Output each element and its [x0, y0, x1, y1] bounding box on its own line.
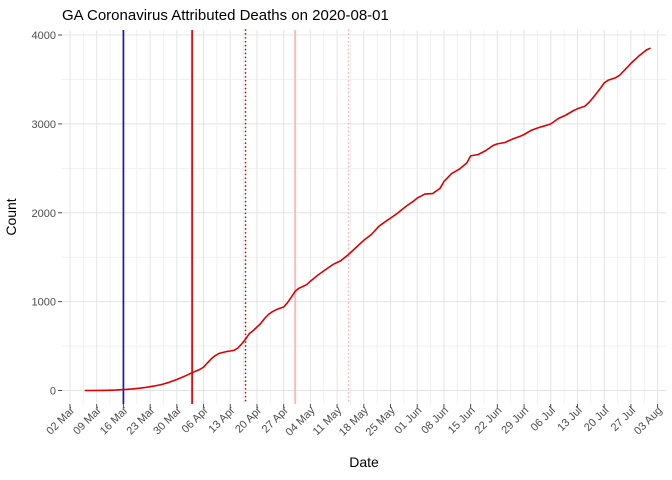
x-tick-label: 13 Jul [555, 405, 584, 434]
gridlines-major [62, 30, 666, 404]
x-tick-label: 25 May [364, 404, 398, 438]
y-tick-label: 2000 [32, 208, 56, 220]
event-vlines [122, 29, 350, 405]
y-tick-label: 4000 [32, 30, 56, 42]
x-tick-label: 09 Mar [71, 404, 104, 437]
y-tick-label: 1000 [32, 297, 56, 309]
x-tick-label: 01 Jun [392, 405, 424, 437]
x-axis-title: Date [349, 454, 379, 470]
x-tick-label: 30 Mar [151, 404, 184, 437]
chart-title: GA Coronavirus Attributed Deaths on 2020… [62, 7, 389, 24]
x-tick-label: 08 Jun [419, 405, 451, 437]
x-tick-label: 20 Jul [582, 405, 611, 434]
y-tick-label: 0 [50, 386, 56, 398]
x-tick-label: 16 Mar [98, 404, 131, 437]
x-tick-label: 29 Jun [499, 405, 531, 437]
x-tick-label: 13 Apr [206, 404, 237, 435]
x-tick-label: 02 Mar [44, 404, 77, 437]
y-axis-title: Count [3, 198, 19, 235]
x-tick-label: 06 Apr [180, 404, 211, 435]
y-axis-tick-labels: 0 1000 2000 3000 4000 [32, 30, 56, 398]
x-tick-label: 23 Mar [125, 404, 158, 437]
axis-tick-marks [58, 34, 659, 408]
x-tick-label: 15 Jun [446, 405, 478, 437]
x-tick-label: 22 Jun [473, 405, 505, 437]
y-tick-label: 3000 [32, 119, 56, 131]
x-tick-label: 04 May [284, 404, 318, 438]
cumulative-deaths-line [84, 47, 651, 392]
x-tick-label: 06 Jul [529, 405, 558, 434]
x-tick-label: 03 Aug [632, 405, 665, 438]
x-tick-label: 20 Apr [233, 404, 264, 435]
